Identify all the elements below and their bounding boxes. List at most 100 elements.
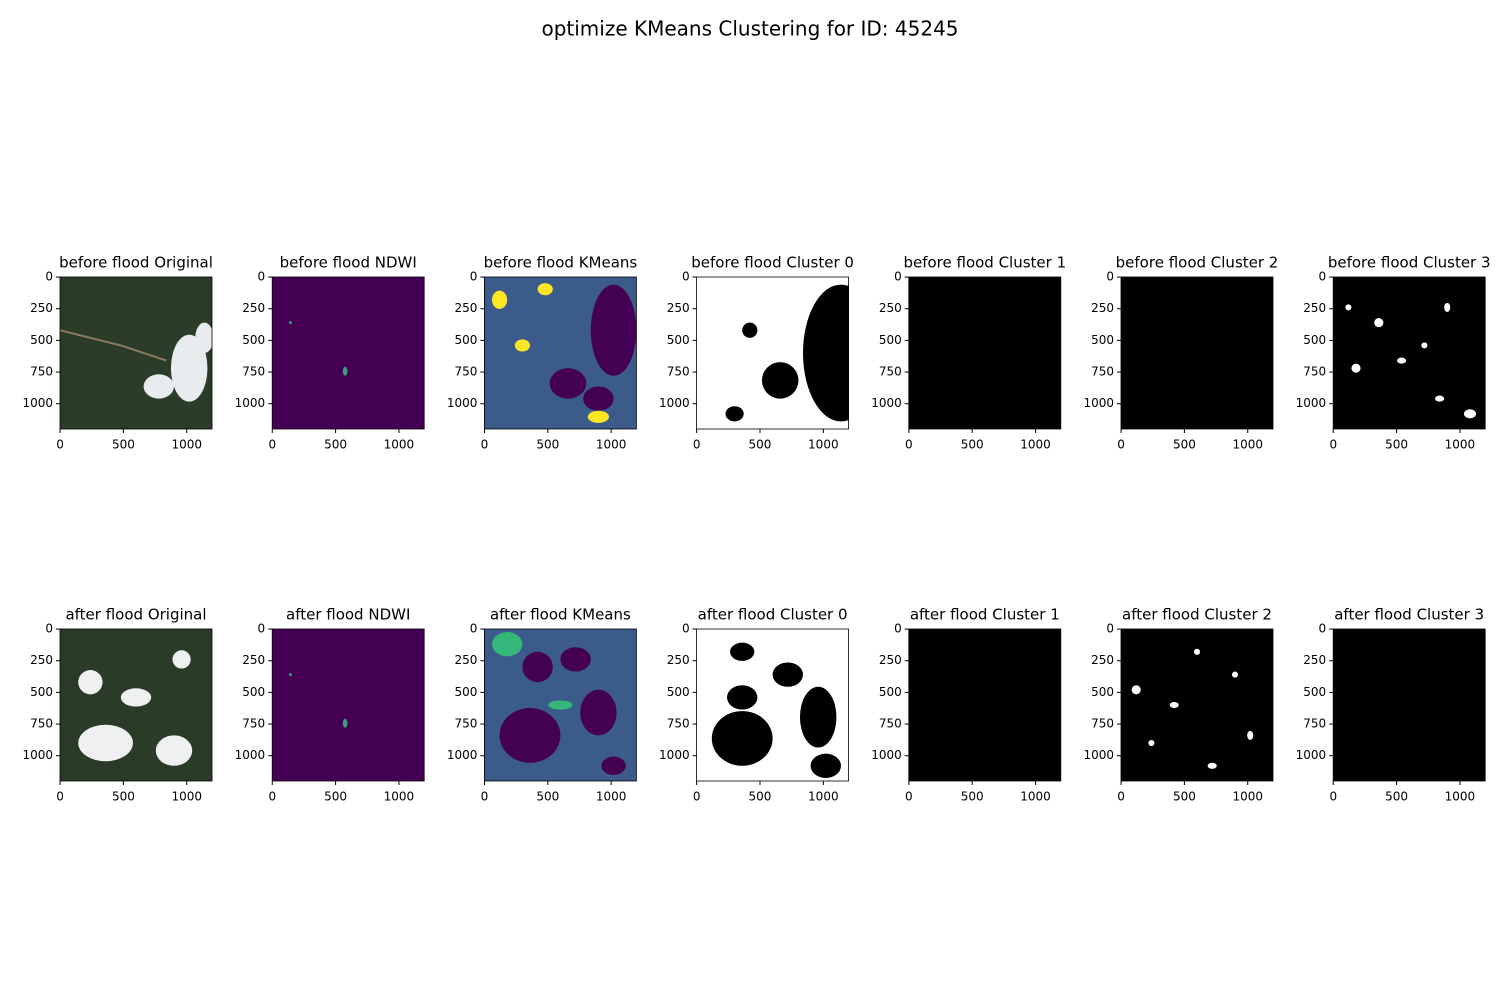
- subplot: before flood Cluster 30 500 10000250500750…: [1296, 254, 1491, 452]
- image-region: [537, 283, 553, 296]
- subplot-title: before flood NDWI: [280, 254, 417, 272]
- image-region: [288, 673, 292, 677]
- image-background: [1121, 277, 1273, 429]
- subplot-title: before flood Cluster 3: [1328, 254, 1491, 272]
- y-tick-label: 750: [454, 365, 477, 379]
- x-tick-label: 500: [1385, 790, 1408, 804]
- image-region: [514, 339, 531, 352]
- x-tick-label: 0: [1117, 790, 1125, 804]
- axes-frame: [696, 276, 849, 430]
- y-tick-label: 500: [1303, 685, 1326, 699]
- image-region: [143, 374, 174, 399]
- axes-frame: [1332, 628, 1486, 782]
- y-tick-label: 750: [242, 365, 265, 379]
- image-region: [549, 368, 587, 399]
- subplot: after flood KMeans 0 500 1000 0 250 500 750 1000: [447, 606, 637, 804]
- image: [272, 629, 425, 781]
- x-tick-label: 1000: [171, 438, 202, 452]
- x-tick-label: 1000: [171, 790, 202, 804]
- image-region: [761, 362, 799, 399]
- subplot-title: before flood KMeans: [484, 254, 638, 272]
- image: [272, 277, 425, 429]
- subplot: after flood Cluster 0 0 500 1000 0 250 500 750 1…: [659, 606, 849, 804]
- x-tick-label: 1000: [1445, 438, 1476, 452]
- y-tick-label: 750: [242, 717, 265, 731]
- y-tick-label: 250: [30, 301, 53, 315]
- y-tick-label: 0: [45, 622, 53, 636]
- y-tick-label: 0: [1319, 622, 1327, 636]
- y-tick-label: 500: [1303, 333, 1326, 347]
- y-tick-label: 1000: [22, 396, 53, 410]
- image-region: [590, 284, 637, 376]
- y-tick-label: 500: [1091, 333, 1114, 347]
- axes-frame: [271, 628, 425, 782]
- subplot-title: before flood Cluster 2: [1116, 254, 1279, 272]
- image-region: [1463, 409, 1477, 419]
- y-tick-label: 500: [242, 333, 265, 347]
- subplot: after flood NDWI 0 500 1000 0 250 500 750 1000: [235, 606, 425, 804]
- x-tick-label: 0: [1117, 438, 1125, 452]
- y-tick-label: 0: [1319, 270, 1327, 284]
- y-tick-label: 500: [879, 333, 902, 347]
- subplot: before flood Cluster 20 500 10000250500750…: [1083, 254, 1278, 452]
- subplot: before flood KMeans 0 500 1000 0 250 500 750 100…: [447, 254, 638, 452]
- subplot: before flood NDWI 0 500 1000 0 250 500 750 1000: [235, 254, 425, 452]
- subplot-title: before flood Cluster 0: [691, 254, 854, 272]
- axes-frame: [908, 628, 1062, 782]
- y-tick-label: 1000: [235, 748, 266, 762]
- x-tick-label: 500: [1173, 790, 1196, 804]
- image-region: [772, 662, 803, 687]
- image-region: [583, 386, 614, 411]
- image: [484, 629, 637, 781]
- y-tick-label: 750: [667, 717, 690, 731]
- y-tick-label: 500: [454, 333, 477, 347]
- y-tick-label: 1000: [871, 396, 902, 410]
- x-tick-label: 500: [536, 790, 559, 804]
- subplot: after flood Cluster 1 0 500 1000 0 250 500 750 1…: [871, 606, 1062, 804]
- image: [696, 277, 849, 429]
- y-tick-label: 1000: [235, 396, 266, 410]
- image-region: [155, 735, 193, 766]
- figure-title: optimize KMeans Clustering for ID: 45245: [541, 17, 958, 41]
- subplot-title: after flood NDWI: [286, 606, 410, 624]
- image-region: [492, 632, 523, 657]
- image-region: [799, 686, 837, 748]
- image-region: [1247, 730, 1254, 740]
- image-region: [548, 700, 573, 710]
- image-region: [195, 322, 212, 353]
- image-region: [1374, 318, 1384, 328]
- x-tick-label: 500: [749, 438, 772, 452]
- image-region: [288, 321, 292, 325]
- image: [1121, 277, 1273, 429]
- x-tick-label: 1000: [384, 438, 415, 452]
- image-region: [1421, 342, 1428, 349]
- image-region: [522, 651, 553, 683]
- image-region: [580, 689, 617, 736]
- image-region: [711, 711, 773, 766]
- x-tick-label: 1000: [596, 790, 627, 804]
- x-tick-label: 0: [481, 790, 489, 804]
- y-tick-label: 750: [1303, 717, 1326, 731]
- y-tick-label: 0: [894, 270, 902, 284]
- x-tick-label: 500: [961, 438, 984, 452]
- y-tick-label: 750: [454, 717, 477, 731]
- subplot-title: after flood Cluster 0: [698, 606, 848, 624]
- y-tick-label: 250: [1303, 301, 1326, 315]
- subplot: before flood Cluster 00 500 10000250500750…: [659, 254, 854, 452]
- y-tick-label: 500: [30, 685, 53, 699]
- y-tick-label: 250: [242, 653, 265, 667]
- subplot: after flood Original 0 500 1000 0 250 500 750 10…: [22, 606, 213, 804]
- image-background: [272, 629, 425, 781]
- image-region: [727, 685, 758, 710]
- y-tick-label: 1000: [447, 748, 478, 762]
- y-tick-label: 0: [470, 622, 478, 636]
- x-tick-label: 0: [268, 438, 276, 452]
- x-tick-label: 1000: [1020, 790, 1051, 804]
- y-tick-label: 0: [45, 270, 53, 284]
- image-region: [1397, 357, 1407, 364]
- axes-frame: [59, 628, 213, 782]
- axes-frame: [908, 276, 1062, 430]
- image-region: [1435, 395, 1445, 402]
- x-tick-label: 0: [693, 438, 701, 452]
